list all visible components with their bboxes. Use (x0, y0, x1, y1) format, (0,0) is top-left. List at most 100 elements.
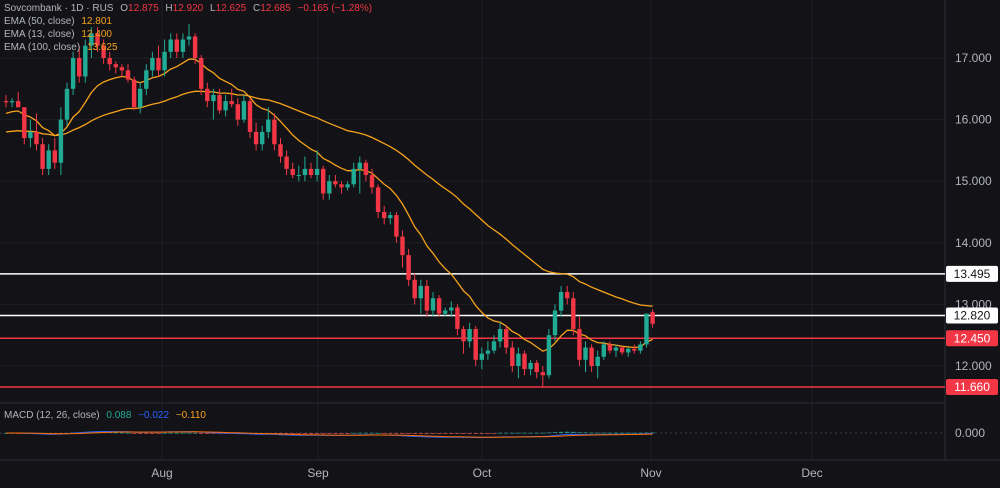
candle (83, 39, 88, 83)
low-label: L (210, 3, 216, 14)
macd-histogram-bar (138, 433, 143, 434)
ema50-line (5, 90, 653, 307)
candle (516, 347, 521, 379)
macd-histogram-bar (211, 433, 216, 434)
ema13-line (5, 58, 653, 352)
macd-value: 0.088 (106, 410, 132, 421)
macd-histogram-bar (314, 433, 320, 434)
candle-body (22, 107, 27, 139)
candle (223, 94, 228, 117)
candle (28, 119, 33, 148)
close-label: C (252, 3, 261, 14)
macd-histogram-bar (345, 433, 350, 434)
ema100-value: 13.625 (86, 42, 118, 53)
time-tick-label: Aug (151, 466, 172, 480)
macd-histogram-bar (540, 432, 545, 434)
candle (186, 24, 192, 46)
candle (638, 341, 643, 354)
level-tag-label: 11.660 (954, 380, 990, 394)
level-tag-background (946, 378, 998, 395)
candle (357, 156, 362, 194)
candle (3, 94, 9, 108)
macd-histogram-bar (302, 433, 308, 434)
candle-body (406, 255, 411, 280)
candle-body (546, 335, 552, 376)
macd-histogram-bar (168, 432, 173, 434)
candle (540, 366, 545, 388)
candle (52, 138, 57, 169)
candle-body (144, 70, 149, 89)
candle (339, 181, 344, 194)
candle (89, 27, 94, 58)
macd-histogram-bar (565, 431, 570, 433)
macd-histogram-bar (357, 432, 362, 434)
candle-body (357, 162, 362, 169)
macd-histogram-bar (449, 433, 454, 434)
candle (449, 301, 454, 317)
candle-body (522, 353, 527, 370)
macd-histogram-bar (607, 432, 613, 434)
macd-histogram-bar (436, 433, 442, 434)
candle-body (345, 184, 350, 188)
candle-body (46, 150, 51, 169)
ema13-legend[interactable]: EMA (13, close) 12.400 (4, 28, 112, 41)
candle (266, 107, 271, 139)
candle (229, 88, 234, 108)
macd-histogram-bar (497, 432, 503, 434)
ema50-legend[interactable]: EMA (50, close) 12.801 (4, 15, 112, 28)
ema13-value: 12.400 (81, 29, 112, 40)
candle (138, 82, 143, 114)
candle (571, 292, 576, 336)
candle-body (327, 181, 332, 194)
macd-histogram-bar (394, 433, 399, 434)
time-axis[interactable]: Aug Sep Oct Nov Dec (151, 466, 822, 480)
candle-body (583, 347, 588, 360)
candle-body (235, 104, 240, 120)
candle (595, 350, 600, 379)
macd-histogram-bar (485, 433, 491, 434)
candle (345, 181, 350, 191)
candle (522, 350, 527, 376)
candle-body (16, 101, 21, 108)
macd-histogram-bar (473, 433, 478, 434)
macd-histogram-bar (546, 432, 552, 434)
candle (302, 156, 308, 182)
candle (412, 273, 417, 305)
macd-histogram-bar (528, 432, 533, 434)
candle (491, 335, 497, 354)
candle (455, 304, 460, 336)
candle-body (443, 310, 448, 314)
candle-body (192, 36, 198, 58)
macd-legend[interactable]: MACD (12, 26, close) 0.088 −0.022 −0.110 (4, 409, 206, 422)
horizontal-levels[interactable] (0, 273, 945, 388)
candle-body (119, 67, 125, 71)
candle (314, 150, 320, 182)
candles[interactable] (3, 24, 655, 388)
price-axis[interactable]: 17.00016.00015.00014.00013.00012.0000.00… (946, 51, 998, 440)
candle-body (70, 58, 76, 89)
candle-body (284, 156, 289, 169)
candle-body (168, 39, 173, 52)
level-price-tag: 11.660 (946, 378, 998, 395)
candle (125, 64, 131, 83)
candle-body (467, 329, 472, 342)
candle (290, 162, 295, 179)
candle (333, 175, 338, 188)
candle (650, 309, 655, 328)
candle-body (491, 341, 497, 351)
macd-histogram-bar (388, 433, 393, 434)
signal-value: −0.022 (138, 410, 170, 421)
candle-body (162, 51, 167, 71)
candle-body (510, 347, 515, 366)
candle (16, 91, 21, 108)
macd-histogram-bar (278, 433, 283, 434)
candle (351, 162, 356, 188)
ema100-legend[interactable]: EMA (100, close) 13.625 (4, 41, 118, 54)
macd-histogram-bar (369, 432, 375, 434)
candle-body (650, 312, 655, 324)
candle (308, 162, 314, 179)
candle (424, 279, 430, 317)
candle (296, 165, 301, 182)
candle (400, 230, 405, 268)
